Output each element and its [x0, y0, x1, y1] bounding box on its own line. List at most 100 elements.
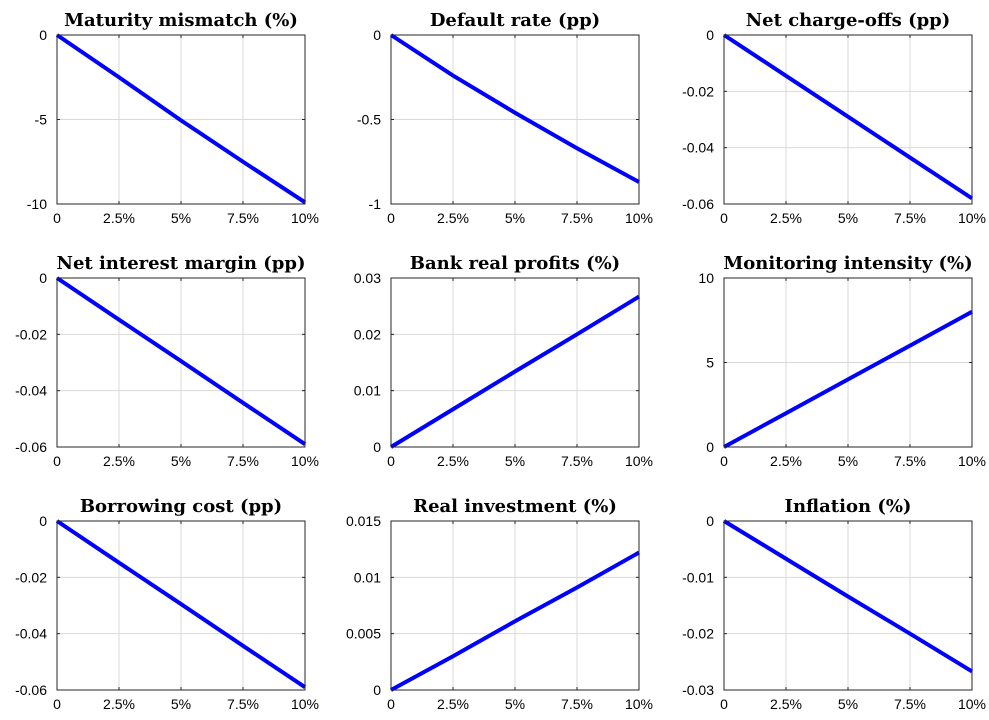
y-tick-label: -0.02 [682, 626, 714, 642]
x-tick-label: 2.5% [103, 210, 135, 226]
x-tick-label: 7.5% [227, 453, 259, 469]
x-tick-label: 7.5% [561, 210, 593, 226]
y-tick-label: -0.06 [15, 439, 47, 455]
axes-box [56, 277, 306, 448]
x-tick-label: 5% [505, 696, 525, 712]
x-tick-label: 0 [53, 453, 61, 469]
y-tick-label: -0.04 [682, 140, 714, 156]
chart-panel: Bank real profits (%) 0 2.5% 5% 7.5% 10% 0 0.01… [354, 253, 653, 469]
x-tick-label: 10% [291, 453, 319, 469]
chart-title: Default rate (pp) [430, 10, 600, 31]
chart-title: Net interest margin (pp) [56, 253, 305, 274]
y-tick-label: -0.04 [15, 383, 47, 399]
x-tick-label: 10% [958, 210, 986, 226]
x-tick-label: 5% [838, 696, 858, 712]
x-tick-label: 5% [505, 453, 525, 469]
x-tick-label: 2.5% [437, 453, 469, 469]
y-tick-label: 0 [373, 439, 381, 455]
x-tick-label: 7.5% [561, 696, 593, 712]
y-tick-label: 0 [706, 513, 714, 529]
y-tick-label: -0.06 [682, 196, 714, 212]
x-tick-label: 0 [53, 210, 61, 226]
x-tick-label: 10% [291, 696, 319, 712]
y-tick-label: -0.02 [682, 83, 714, 99]
y-tick-label: 0 [39, 513, 47, 529]
x-tick-label: 5% [838, 210, 858, 226]
x-tick-label: 10% [625, 210, 653, 226]
y-tick-label: 0.03 [354, 270, 381, 286]
x-tick-label: 7.5% [894, 696, 926, 712]
x-tick-label: 5% [171, 696, 191, 712]
y-tick-label: 0.005 [346, 626, 381, 642]
x-tick-label: 10% [958, 453, 986, 469]
axes-box [390, 34, 640, 205]
x-tick-label: 10% [625, 696, 653, 712]
y-tick-label: -0.04 [15, 626, 47, 642]
x-tick-label: 7.5% [561, 453, 593, 469]
y-tick-label: 0.02 [354, 326, 381, 342]
chart-title: Real investment (%) [413, 496, 617, 517]
x-tick-label: 10% [625, 453, 653, 469]
series-line [389, 294, 641, 449]
y-tick-label: -10 [27, 196, 47, 212]
x-tick-label: 7.5% [894, 210, 926, 226]
x-tick-label: 2.5% [770, 696, 802, 712]
y-tick-label: -0.5 [357, 112, 381, 128]
x-tick-label: 2.5% [770, 210, 802, 226]
y-tick-label: -5 [35, 112, 48, 128]
y-tick-label: 5 [706, 355, 714, 371]
y-tick-label: 0 [706, 439, 714, 455]
y-tick-label: 10 [698, 270, 714, 286]
chart-title: Net charge-offs (pp) [746, 10, 951, 31]
chart-title: Borrowing cost (pp) [80, 496, 282, 517]
series-line [722, 519, 974, 674]
axes-box [56, 520, 306, 691]
chart-title: Inflation (%) [785, 496, 912, 517]
x-tick-label: 5% [171, 453, 191, 469]
y-tick-label: -0.01 [682, 569, 714, 585]
x-tick-label: 10% [291, 210, 319, 226]
x-tick-label: 0 [720, 696, 728, 712]
chart-panel: Monitoring intensity (%) 0 2.5% 5% 7.5% 10% 0 5… [698, 253, 986, 469]
y-tick-label: -0.03 [682, 682, 714, 698]
x-tick-label: 2.5% [437, 696, 469, 712]
x-tick-label: 7.5% [227, 210, 259, 226]
chart-panel: Borrowing cost (pp) 0 2.5% 5% 7.5% 10% -0.06 -0… [15, 496, 319, 712]
axes-box [56, 34, 306, 205]
x-tick-label: 0 [53, 696, 61, 712]
x-tick-label: 2.5% [437, 210, 469, 226]
x-tick-label: 7.5% [894, 453, 926, 469]
chart-title: Monitoring intensity (%) [723, 253, 972, 274]
y-tick-label: 0.015 [346, 513, 381, 529]
chart-title: Bank real profits (%) [410, 253, 620, 274]
y-tick-label: -1 [369, 196, 382, 212]
x-tick-label: 5% [505, 210, 525, 226]
x-tick-label: 0 [387, 453, 395, 469]
y-tick-label: 0 [39, 27, 47, 43]
x-tick-label: 0 [387, 696, 395, 712]
y-tick-label: 0 [373, 27, 381, 43]
chart-panel: Inflation (%) 0 2.5% 5% 7.5% 10% -0.03 -0.02 -0.… [682, 496, 986, 712]
series-line [390, 550, 640, 692]
x-tick-label: 2.5% [103, 453, 135, 469]
y-tick-label: -0.02 [15, 326, 47, 342]
series-line [723, 310, 973, 449]
chart-panel: Net interest margin (pp) 0 2.5% 5% 7.5% 10% -0… [15, 253, 319, 469]
series-line [55, 33, 307, 204]
x-tick-label: 5% [838, 453, 858, 469]
chart-panel: Real investment (%) 0 2.5% 5% 7.5% 10% 0 0.005 0… [346, 496, 653, 712]
series-line [389, 33, 640, 184]
axes-box [723, 34, 973, 205]
axes-box [390, 277, 640, 448]
y-tick-label: 0 [373, 682, 381, 698]
y-tick-label: 0 [39, 270, 47, 286]
y-tick-label: -0.02 [15, 569, 47, 585]
chart-panel: Default rate (pp) 0 2.5% 5% 7.5% 10% -1 -0.5 0 [357, 10, 653, 226]
series-line [55, 519, 307, 689]
x-tick-label: 10% [958, 696, 986, 712]
series-line [55, 276, 307, 446]
y-tick-label: 0 [706, 27, 714, 43]
axes-box [723, 520, 973, 691]
axes-box [390, 520, 640, 691]
